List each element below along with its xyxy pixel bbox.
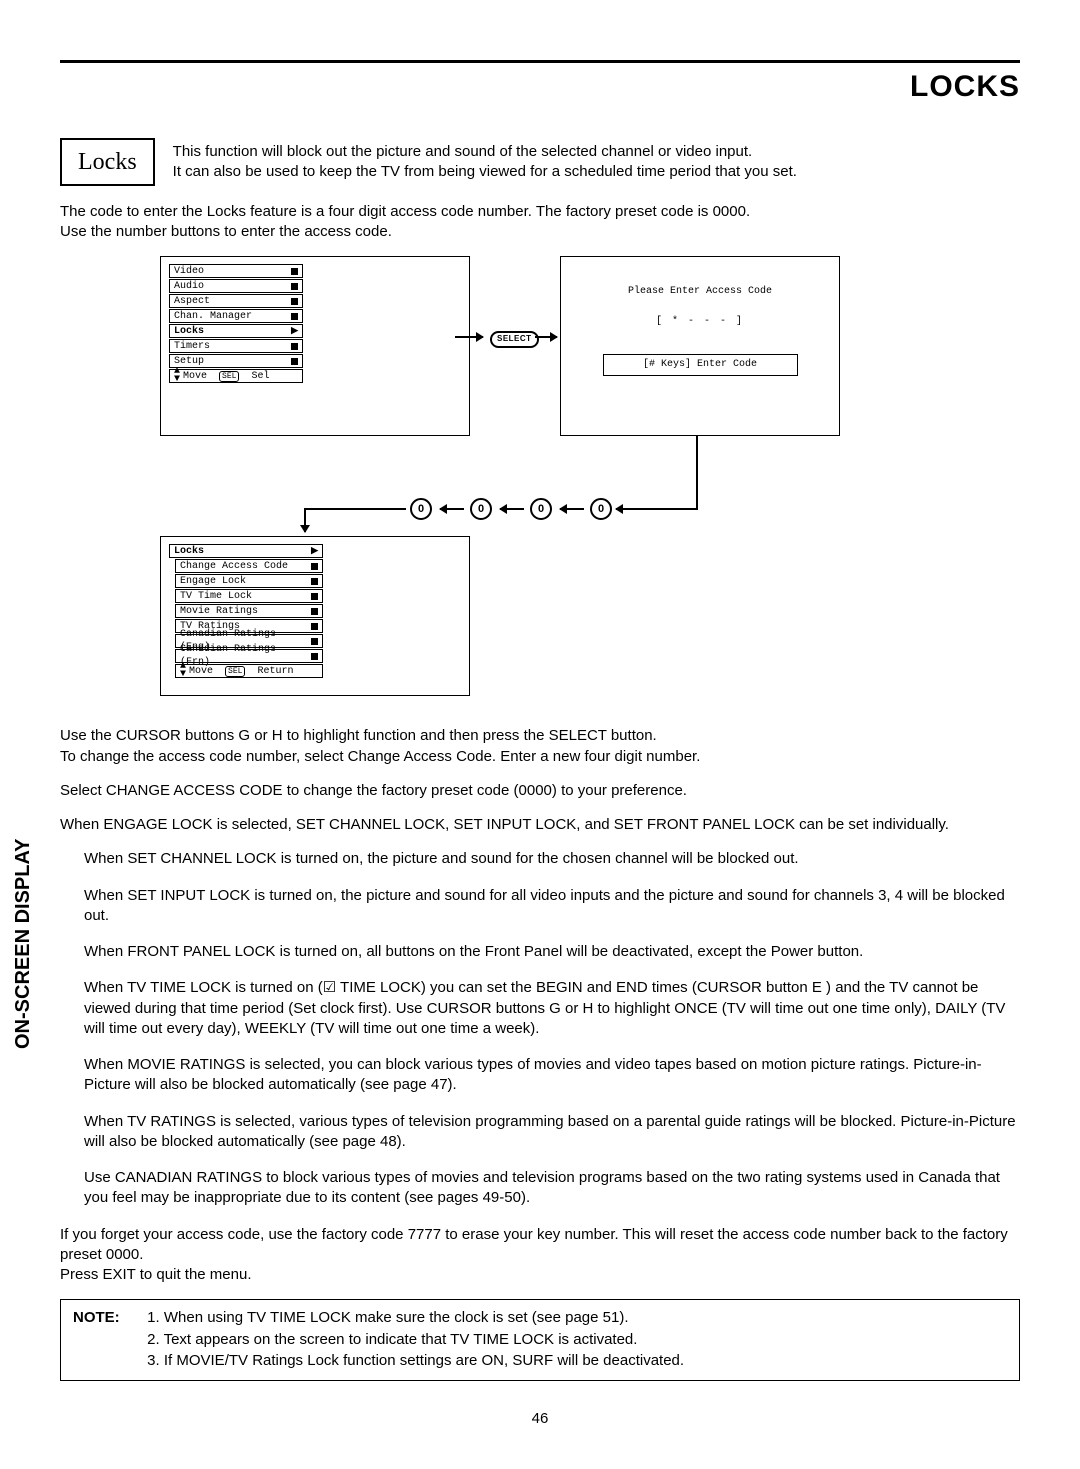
updown-icon: ▲▼: [180, 663, 186, 679]
body-i4: When TV TIME LOCK is turned on (☑ TIME L…: [84, 978, 1020, 1039]
access-prompt: Please Enter Access Code: [575, 285, 825, 299]
menu1-item: Audio: [169, 279, 303, 293]
digit-circle: 0: [410, 498, 432, 520]
menu2-item: Change Access Code: [175, 559, 323, 573]
menu-tick-icon: [311, 563, 318, 570]
code-intro-paragraph: The code to enter the Locks feature is a…: [60, 202, 1020, 243]
digit-circle: 0: [590, 498, 612, 520]
top-rule: [60, 60, 1020, 63]
lower-section: ON-SCREEN DISPLAY When SET CHANNEL LOCK …: [60, 849, 1020, 1285]
note-item-2: 2. Text appears on the screen to indicat…: [147, 1330, 684, 1350]
submenu-arrow-icon: ▶: [291, 325, 298, 338]
menu-tick-icon: [311, 653, 318, 660]
locks-intro-row: Locks This function will block out the p…: [60, 138, 1020, 186]
body-i2: When SET INPUT LOCK is turned on, the pi…: [84, 886, 1020, 927]
side-label-on-screen-display: ON-SCREEN DISPLAY: [10, 839, 37, 1049]
note-list: 1. When using TV TIME LOCK make sure the…: [147, 1308, 684, 1372]
menu1-item-label: Chan. Manager: [174, 310, 252, 323]
indented-paragraphs: When SET CHANNEL LOCK is turned on, the …: [60, 849, 1020, 1208]
menu1-item: Timers: [169, 339, 303, 353]
menu2-hint-return: Return: [257, 665, 293, 678]
note-item-3: 3. If MOVIE/TV Ratings Lock function set…: [147, 1351, 684, 1371]
arrow-left-icon: [500, 508, 524, 510]
body-i1: When SET CHANNEL LOCK is turned on, the …: [84, 849, 1020, 869]
intro-line-2: It can also be used to keep the TV from …: [173, 162, 1020, 182]
menu-tick-icon: [311, 638, 318, 645]
menu1-hint: ▲▼ Move SEL Sel: [169, 369, 303, 383]
select-button-pill: SELECT: [490, 331, 539, 348]
sel-badge-icon: SEL: [219, 371, 239, 382]
body-p2: Select CHANGE ACCESS CODE to change the …: [60, 781, 1020, 801]
menu2-header: Locks ▶: [169, 544, 323, 558]
menu-tick-icon: [311, 578, 318, 585]
note-box: NOTE: 1. When using TV TIME LOCK make su…: [60, 1299, 1020, 1381]
access-hint: [# Keys] Enter Code: [603, 354, 798, 376]
menu2-header-label: Locks: [174, 545, 204, 558]
connector-line: [304, 508, 406, 510]
menu1-item-label: Audio: [174, 280, 204, 293]
sel-badge-icon: SEL: [225, 666, 245, 677]
menu2-item-label: Movie Ratings: [180, 605, 258, 618]
menu-tick-icon: [291, 283, 298, 290]
note-label: NOTE:: [73, 1308, 143, 1328]
menu2-item: TV Time Lock: [175, 589, 323, 603]
menu2-item-label: TV Time Lock: [180, 590, 252, 603]
menu1-hint-sel: Sel: [251, 370, 269, 383]
menu1-item-label: Timers: [174, 340, 210, 353]
menu1-item: Aspect: [169, 294, 303, 308]
arrow-left-icon: [440, 508, 464, 510]
connector-arrow: [616, 508, 698, 510]
arrow-to-select: [455, 336, 483, 338]
menu2-item: Engage Lock: [175, 574, 323, 588]
menu-tick-icon: [291, 313, 298, 320]
menu1-item-selected: Locks ▶: [169, 324, 303, 338]
digit-circle: 0: [530, 498, 552, 520]
body-i5: When MOVIE RATINGS is selected, you can …: [84, 1055, 1020, 1096]
body-p4: If you forget your access code, use the …: [60, 1225, 1020, 1286]
access-code-display: [ * - - - ]: [575, 315, 825, 329]
menu-tick-icon: [291, 343, 298, 350]
updown-icon: ▲▼: [174, 368, 180, 384]
connector-arrow-down: [304, 508, 306, 532]
menu-tick-icon: [311, 608, 318, 615]
menu1-item: Video: [169, 264, 303, 278]
menu1-item-label: Locks: [174, 325, 204, 338]
body-text: Use the CURSOR buttons G or H to highlig…: [60, 726, 1020, 1285]
intro-line-1: This function will block out the picture…: [173, 142, 1020, 162]
menu2-item: Canadian Ratings (Frn): [175, 649, 323, 663]
page-number: 46: [60, 1409, 1020, 1429]
note-item-1: 1. When using TV TIME LOCK make sure the…: [147, 1308, 684, 1328]
body-p3: When ENGAGE LOCK is selected, SET CHANNE…: [60, 815, 1020, 835]
digit-circle: 0: [470, 498, 492, 520]
menu-tick-icon: [291, 268, 298, 275]
menu2-hint-move: Move: [189, 665, 213, 678]
menu1-item: Chan. Manager: [169, 309, 303, 323]
submenu-arrow-icon: ▶: [311, 545, 318, 558]
body-i7: Use CANADIAN RATINGS to block various ty…: [84, 1168, 1020, 1209]
page-header-title: LOCKS: [60, 67, 1020, 108]
menu1-item: Setup: [169, 354, 303, 368]
body-i6: When TV RATINGS is selected, various typ…: [84, 1112, 1020, 1153]
locks-description: This function will block out the picture…: [173, 138, 1020, 183]
menu-tick-icon: [311, 623, 318, 630]
osd-locks-submenu: Locks ▶ Change Access Code Engage Lock TV…: [160, 536, 470, 696]
menu1-item-label: Aspect: [174, 295, 210, 308]
arrow-left-icon: [560, 508, 584, 510]
arrow-from-select: [535, 336, 557, 338]
osd-access-code-box: Please Enter Access Code [ * - - - ] [# …: [560, 256, 840, 436]
menu-tick-icon: [311, 593, 318, 600]
diagram-area: Video Audio Aspect Chan. Manager Locks ▶ …: [60, 256, 1020, 706]
osd-main-menu: Video Audio Aspect Chan. Manager Locks▶ …: [160, 256, 470, 436]
menu2-item: Movie Ratings: [175, 604, 323, 618]
menu-tick-icon: [291, 298, 298, 305]
body-p1: Use the CURSOR buttons G or H to highlig…: [60, 726, 1020, 767]
locks-chip: Locks: [60, 138, 155, 186]
menu-tick-icon: [291, 358, 298, 365]
body-i3: When FRONT PANEL LOCK is turned on, all …: [84, 942, 1020, 962]
menu1-hint-move: Move: [183, 370, 207, 383]
menu1-item-label: Video: [174, 265, 204, 278]
menu2-item-label: Change Access Code: [180, 560, 288, 573]
menu2-item-label: Engage Lock: [180, 575, 246, 588]
connector-line: [696, 436, 698, 509]
